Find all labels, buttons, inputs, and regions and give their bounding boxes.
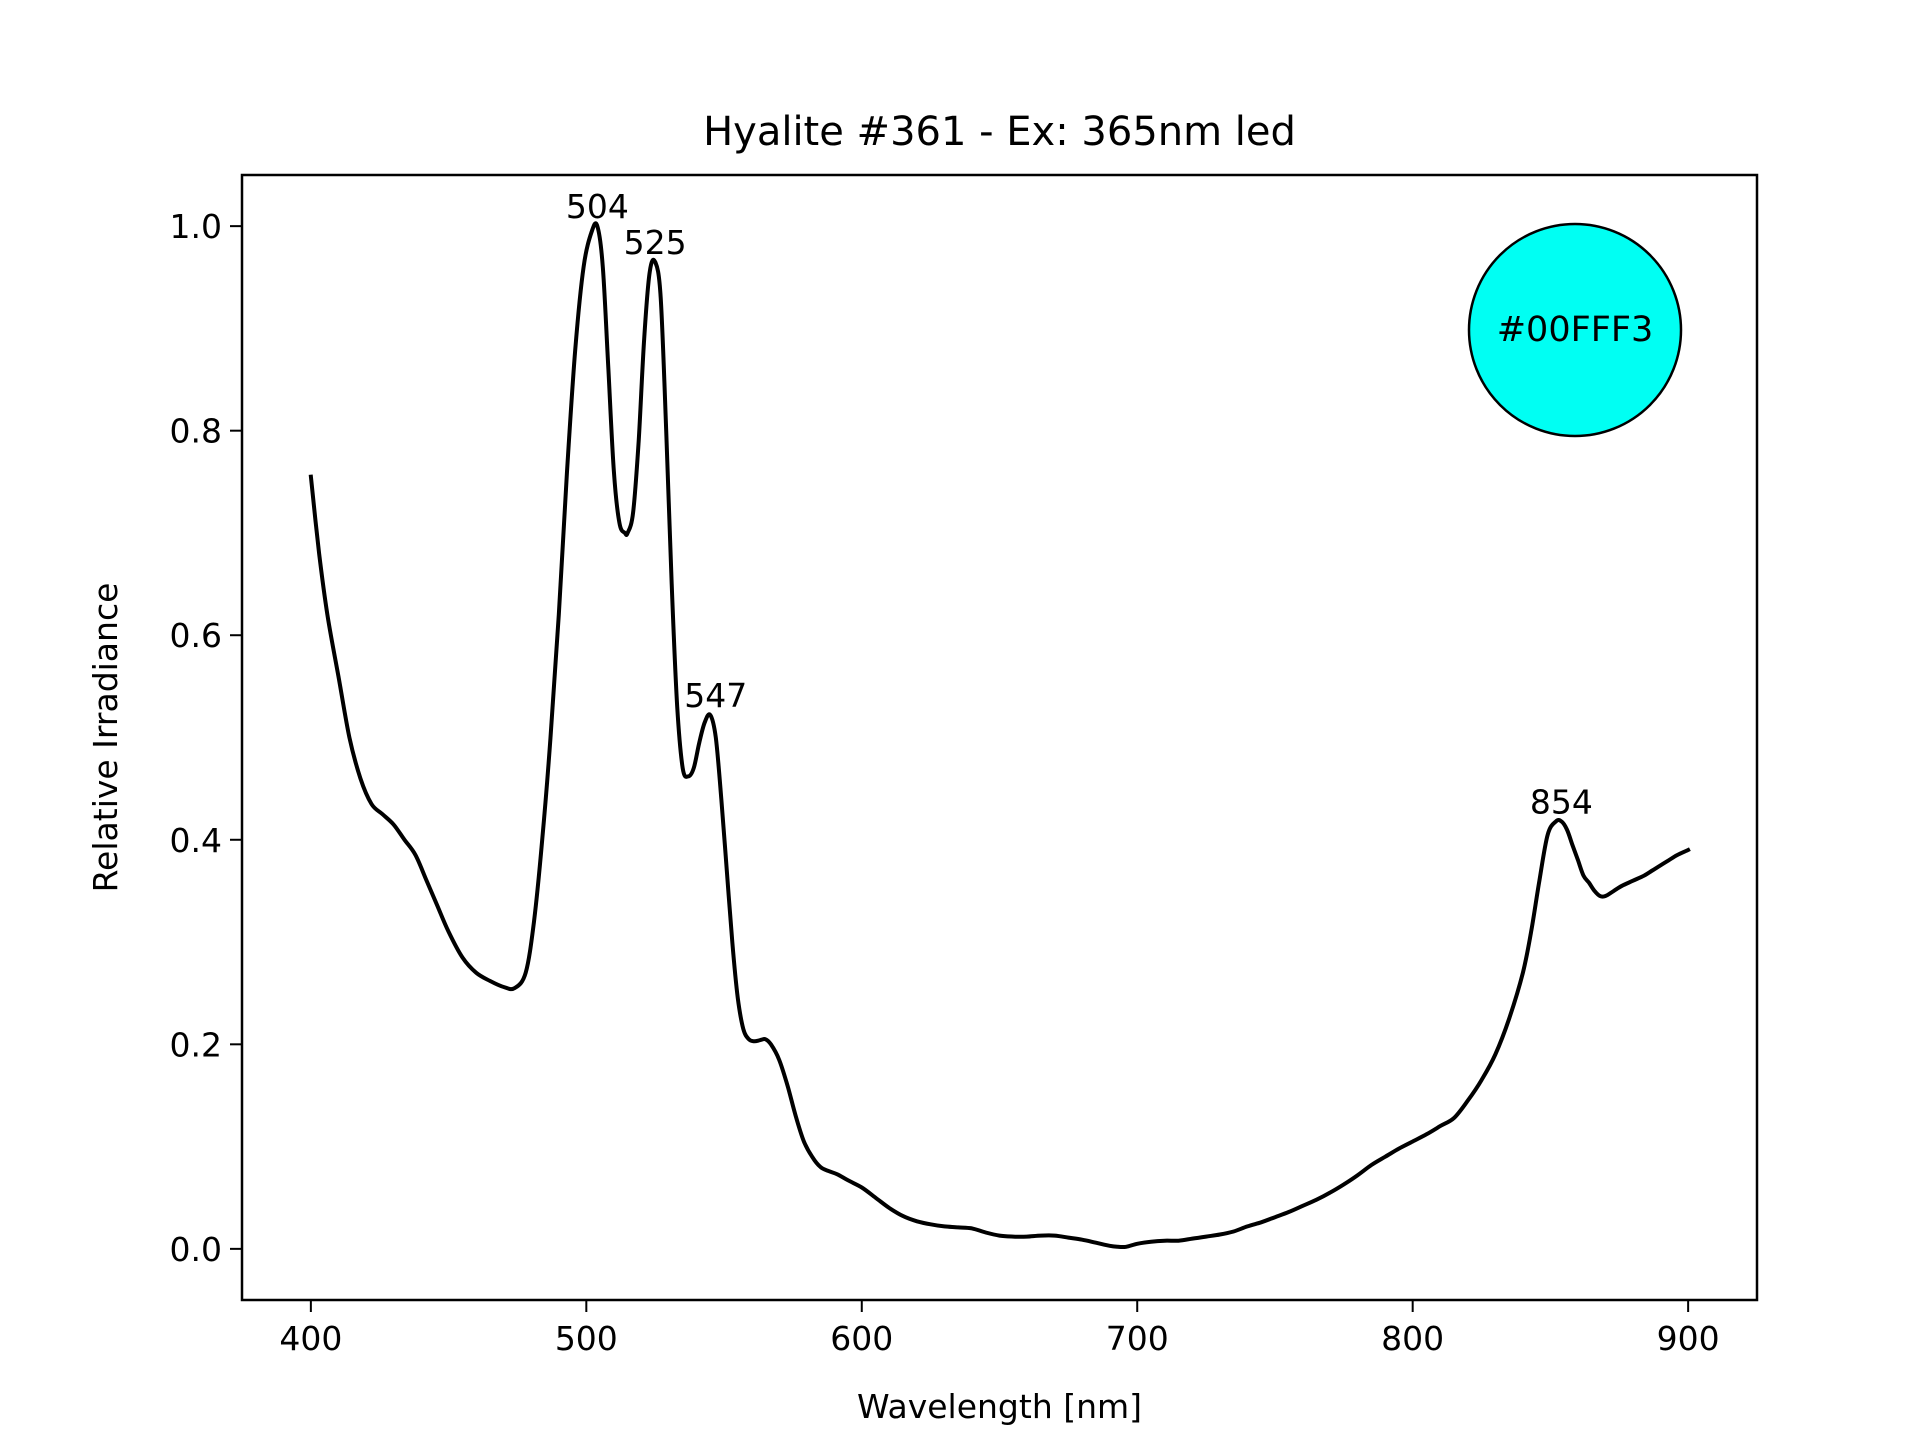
x-tick-label: 500 — [555, 1319, 618, 1358]
y-tick-label: 0.4 — [170, 821, 222, 860]
peak-label-854: 854 — [1530, 782, 1593, 821]
peak-label-504: 504 — [566, 187, 629, 226]
peak-label-547: 547 — [684, 676, 747, 715]
peak-label-525: 525 — [624, 223, 687, 262]
x-tick-label: 400 — [279, 1319, 342, 1358]
x-tick-label: 900 — [1657, 1319, 1720, 1358]
y-tick-label: 0.2 — [170, 1025, 222, 1064]
x-axis-ticks: 400 500 600 700 800 900 — [279, 1300, 1720, 1358]
y-tick-label: 0.6 — [170, 616, 222, 655]
y-tick-label: 0.8 — [170, 412, 222, 451]
y-tick-label: 0.0 — [170, 1230, 222, 1269]
plot-frame — [240, 173, 1759, 1302]
x-tick-label: 800 — [1381, 1319, 1444, 1358]
color-badge: #00FFF3 — [1467, 222, 1683, 438]
y-tick-label: 1.0 — [170, 207, 222, 246]
series-line-irradiance — [308, 221, 1691, 1250]
x-tick-label: 600 — [830, 1319, 893, 1358]
y-axis-label: Relative Irradiance — [86, 583, 125, 893]
color-swatch-circle — [1467, 222, 1683, 438]
chart-title: Hyalite #361 - Ex: 365nm led — [703, 109, 1296, 155]
color-hex-label: #00FFF3 — [1497, 310, 1654, 350]
y-axis-ticks: 0.0 0.2 0.4 0.6 0.8 1.0 — [170, 207, 242, 1269]
x-tick-label: 700 — [1106, 1319, 1169, 1358]
x-axis-label: Wavelength [nm] — [857, 1387, 1142, 1426]
